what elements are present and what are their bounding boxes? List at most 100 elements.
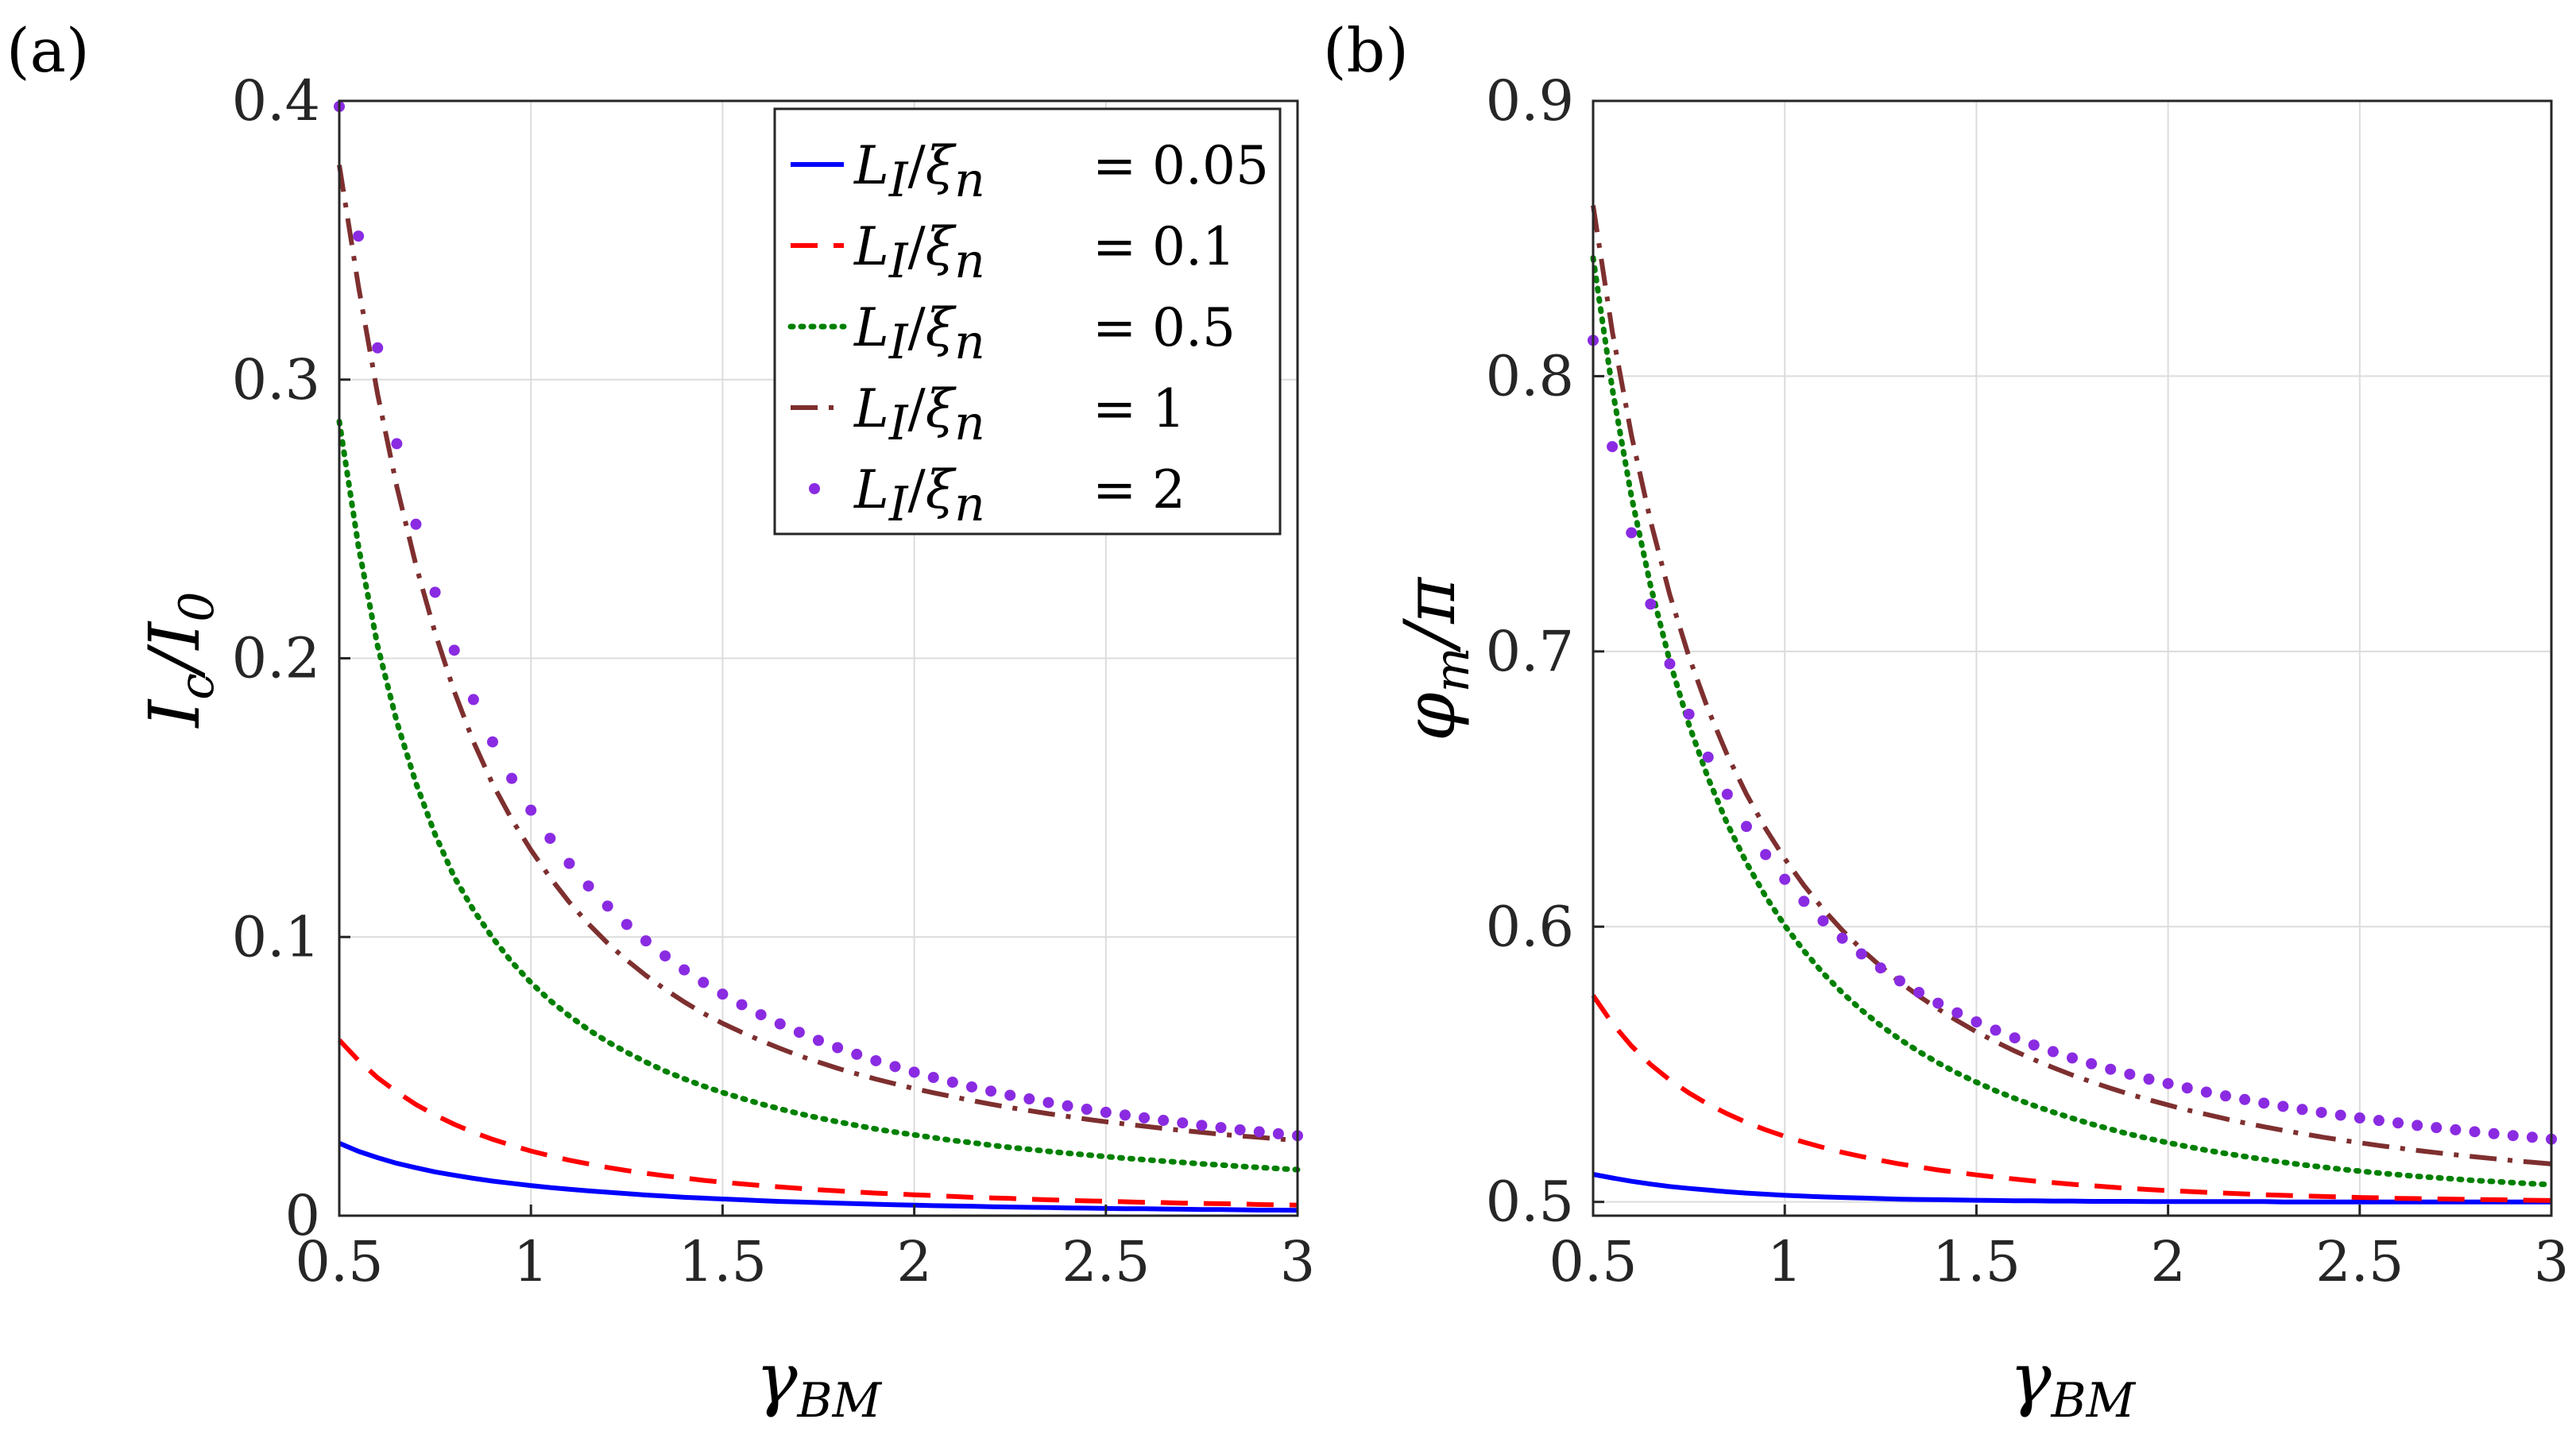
x-tick-label: 2.5: [2315, 1229, 2404, 1294]
data-point: [1004, 1089, 1016, 1101]
legend-label: LI/ξn = 0.5: [853, 297, 1236, 370]
series-line-0.05: [338, 1141, 1298, 1213]
data-point: [2296, 1104, 2308, 1116]
data-point: [582, 880, 594, 892]
x-tick-label: 1: [513, 1229, 549, 1294]
data-point: [601, 900, 613, 912]
data-point: [2431, 1122, 2443, 1134]
data-point: [2239, 1093, 2251, 1105]
panel-label-a: (a): [6, 15, 90, 86]
data-point: [2009, 1032, 2021, 1044]
y-tick-label: 0.3: [232, 347, 320, 412]
series-line-0.05: [1592, 1172, 2551, 1205]
data-point: [1023, 1093, 1035, 1105]
data-point: [372, 342, 384, 354]
data-point: [813, 1035, 824, 1046]
legend-box: [773, 107, 1282, 536]
data-point: [2488, 1127, 2500, 1139]
x-tick-label: 2: [2150, 1229, 2186, 1294]
series-markers-2: [1588, 335, 2557, 1145]
x-tick-label: 1.5: [1932, 1229, 2021, 1294]
data-point: [1042, 1096, 1054, 1108]
panel-a: (a) 0.5 1 1.5 2 2.5 3 0 0.1 0.2 0.3 0.4 γBM Ic/I0…: [6, 15, 1315, 1429]
data-point: [755, 1009, 767, 1021]
data-point: [2105, 1063, 2117, 1075]
data-point: [640, 935, 652, 947]
legend-entry: LI/ξn = 0.1: [791, 216, 1236, 289]
data-point: [486, 736, 498, 748]
y-tick-label: 0.8: [1486, 343, 1574, 408]
legend-entry: LI/ξn = 0.5: [787, 297, 1236, 370]
data-point: [889, 1061, 901, 1073]
x-tick-label: 0.5: [295, 1229, 383, 1294]
data-point: [1253, 1126, 1265, 1138]
data-point: [1215, 1122, 1227, 1134]
data-point: [659, 950, 671, 962]
data-point: [736, 999, 748, 1011]
data-point: [2392, 1117, 2404, 1129]
series-line-0.5: [1590, 255, 2555, 1188]
data-point: [1081, 1104, 1093, 1116]
data-point: [1893, 975, 1905, 987]
data-point: [1817, 915, 1829, 926]
data-point: [621, 919, 632, 930]
x-ticks-a: 0.5 1 1.5 2 2.5 3: [295, 1205, 1315, 1294]
data-point: [927, 1072, 939, 1084]
data-point: [1664, 658, 1676, 670]
data-point: [985, 1085, 997, 1097]
data-point: [1779, 873, 1791, 885]
y-tick-label: 0.7: [1486, 619, 1574, 684]
data-point: [1721, 788, 1733, 800]
y-axis-label-b: φm/π: [1389, 576, 1480, 741]
legend-entry: LI/ξn = 0.05: [791, 135, 1269, 208]
data-point: [2143, 1073, 2155, 1085]
data-point: [1607, 441, 1619, 453]
data-point: [2086, 1058, 2098, 1069]
data-point: [506, 772, 518, 784]
data-point: [1951, 1007, 1963, 1019]
data-point: [1683, 708, 1695, 720]
x-tick-label: 3: [1280, 1229, 1316, 1294]
data-point: [2450, 1124, 2462, 1135]
data-point: [2507, 1130, 2519, 1142]
data-point: [1740, 821, 1752, 833]
data-point: [429, 586, 441, 598]
data-point: [2028, 1039, 2040, 1051]
data-point: [851, 1048, 863, 1060]
series-line-0.1: [337, 1038, 1298, 1208]
y-tick-label: 0.9: [1486, 68, 1574, 133]
data-point: [1836, 932, 1848, 944]
legend-items: LI/ξn = 0.05 LI/ξn = 0.1 LI/ξn = 0.5 LI/ξn = 1 LI/ξn…: [787, 135, 1269, 532]
legend-label: LI/ξn = 2: [853, 459, 1186, 532]
series-line-0.1: [1591, 994, 2552, 1203]
legend-entry: LI/ξn = 1: [791, 378, 1186, 451]
series-markers-2: [334, 101, 1303, 1142]
data-point: [2181, 1082, 2193, 1094]
data-point: [2334, 1109, 2346, 1121]
data-point: [2315, 1107, 2327, 1119]
data-point: [1874, 962, 1886, 974]
legend-entry: LI/ξn = 2: [809, 459, 1186, 532]
y-tick-label: 0.1: [232, 904, 320, 969]
data-point: [1990, 1024, 2002, 1036]
data-point: [1855, 948, 1867, 960]
legend-label: LI/ξn = 0.1: [853, 216, 1236, 289]
data-point: [2162, 1077, 2174, 1089]
x-tick-label: 3: [2534, 1229, 2570, 1294]
data-point: [679, 964, 690, 976]
data-point: [717, 988, 729, 1000]
data-point: [1196, 1120, 1208, 1131]
x-tick-label: 1.5: [679, 1229, 767, 1294]
data-point: [1913, 987, 1925, 999]
y-tick-label: 0: [284, 1183, 320, 1248]
data-point: [2067, 1052, 2078, 1064]
legend-label: LI/ξn = 0.05: [853, 135, 1269, 208]
series-line-1: [1591, 205, 2552, 1166]
data-point: [1139, 1112, 1151, 1124]
panel-b: (b) 0.5 1 1.5 2 2.5 3 0.5 0.6 0.7 0.8 0.9 γBM φm/…: [1323, 15, 2569, 1429]
data-point: [1932, 997, 1944, 1009]
x-tick-label: 2.5: [1062, 1229, 1150, 1294]
data-point: [2258, 1097, 2270, 1109]
data-point: [870, 1054, 882, 1066]
